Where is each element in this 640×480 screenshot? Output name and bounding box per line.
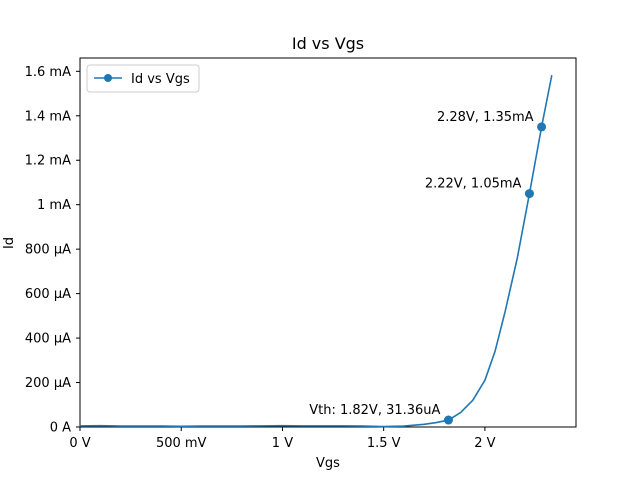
series-line	[79, 74, 553, 428]
highlight-point	[524, 189, 534, 199]
legend-marker-swatch	[104, 74, 112, 82]
x-tick-label: 2 V	[474, 436, 495, 451]
y-tick-label: 1 mA	[37, 198, 71, 213]
y-tick-label: 1.6 mA	[25, 65, 71, 80]
x-tick-label: 500 mV	[156, 436, 207, 451]
x-axis-label: Vgs	[316, 456, 340, 471]
x-tick-label: 0 V	[69, 436, 90, 451]
point-annotation: 2.28V, 1.35mA	[437, 110, 534, 125]
chart-title: Id vs Vgs	[292, 34, 364, 53]
x-axis: 0 V 500 mV 1 V 1.5 V 2 V	[69, 427, 496, 451]
legend: Id vs Vgs	[86, 64, 200, 93]
y-tick-label: 200 µA	[25, 376, 71, 391]
y-tick-label: 0 A	[50, 420, 71, 435]
plot-area-frame	[79, 57, 577, 428]
y-axis: 0 A 200 µA 400 µA 600 µA 800 µA 1 mA 1.2 mA 1.4…	[25, 65, 80, 435]
annotation-layer: Vth: 1.82V, 31.36uA 2.22V, 1.05mA 2.28V, 1…	[309, 110, 547, 425]
highlight-point	[443, 415, 453, 425]
series-layer	[79, 74, 553, 428]
y-tick-label: 800 µA	[25, 243, 71, 258]
x-tick-label: 1 V	[272, 436, 293, 451]
legend-entry-label: Id vs Vgs	[131, 72, 190, 87]
y-tick-label: 1.4 mA	[25, 109, 71, 124]
x-tick-label: 1.5 V	[367, 436, 401, 451]
highlight-point	[537, 122, 547, 132]
y-tick-label: 400 µA	[25, 332, 71, 347]
y-tick-label: 600 µA	[25, 287, 71, 302]
point-annotation: 2.22V, 1.05mA	[425, 177, 522, 192]
point-annotation: Vth: 1.82V, 31.36uA	[309, 403, 440, 418]
y-tick-label: 1.2 mA	[25, 154, 71, 169]
y-axis-label: Id	[2, 237, 17, 249]
legend-box	[86, 64, 200, 93]
